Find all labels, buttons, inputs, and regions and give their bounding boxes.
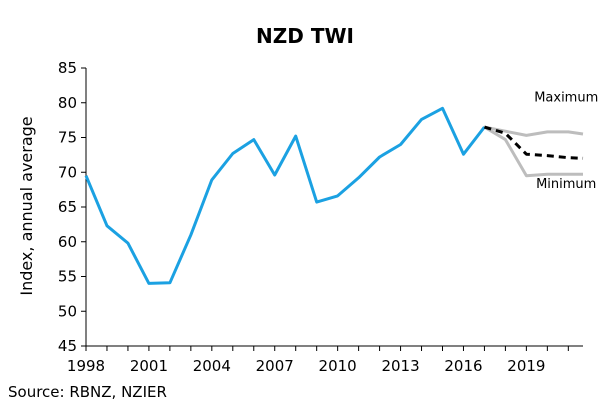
- y-axis-label: Index, annual average: [17, 116, 36, 295]
- x-tick-label: 1998: [67, 357, 105, 375]
- chart-title: NZD TWI: [256, 24, 354, 48]
- y-tick-label: 60: [58, 233, 77, 251]
- series-line-history: [84, 106, 486, 285]
- series-line-minimum: [483, 125, 583, 178]
- y-tick-label: 85: [58, 59, 77, 77]
- x-tick-label: 2004: [193, 357, 231, 375]
- axes: [81, 67, 583, 351]
- y-tick-label: 80: [58, 94, 77, 112]
- y-tick-label: 75: [58, 129, 77, 147]
- source-note: Source: RBNZ, NZIER: [8, 383, 167, 401]
- x-tick-label: 2010: [319, 357, 357, 375]
- series-line-forecast: [483, 125, 584, 160]
- y-tick-label: 45: [58, 337, 77, 355]
- x-tick-label: 2016: [444, 357, 482, 375]
- series-line-maximum: [484, 125, 584, 137]
- annotation-maximum: Maximum: [534, 90, 598, 105]
- series-lines: [84, 106, 584, 285]
- annotation-minimum: Minimum: [536, 177, 596, 192]
- x-tick-label: 2019: [507, 357, 545, 375]
- y-tick-label: 70: [58, 163, 77, 181]
- annotations: Maximum Minimum: [534, 90, 598, 192]
- x-tick-label: 2007: [256, 357, 294, 375]
- x-tick-label: 2001: [130, 357, 168, 375]
- y-tick-label: 55: [58, 268, 77, 286]
- y-tick-label: 65: [58, 198, 77, 216]
- tick-labels: 45 50 55 60 65 70 75 80 85 1998 2001 2004 2007 2010 20…: [58, 59, 546, 375]
- x-tick-label: 2013: [381, 357, 419, 375]
- y-tick-label: 50: [58, 302, 77, 320]
